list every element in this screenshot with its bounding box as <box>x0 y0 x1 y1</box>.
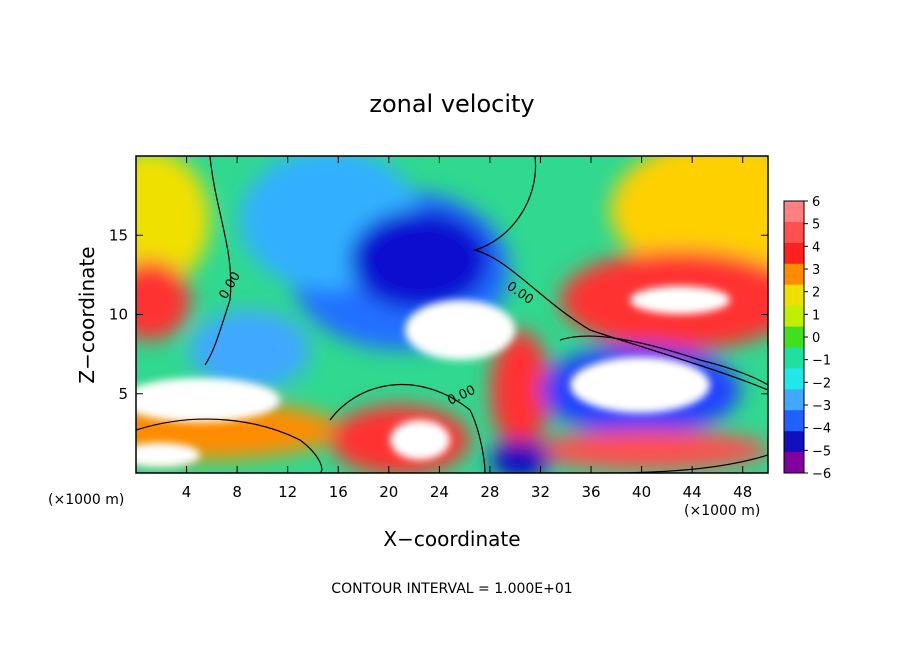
colorbar-swatch <box>784 410 804 432</box>
colorbar-label: −2 <box>812 376 831 391</box>
colorbar-swatch <box>784 305 804 328</box>
x-tick-label: 40 <box>632 483 651 501</box>
y-tick-label: 5 <box>118 385 128 403</box>
colorbar-swatch <box>784 242 804 265</box>
colorbar-swatch <box>784 431 804 453</box>
colorbar-swatch <box>784 347 804 369</box>
colorbar-label: −6 <box>812 467 831 482</box>
x-tick-label: 4 <box>182 483 192 501</box>
colorbar-swatch <box>784 263 804 286</box>
colorbar-label: −5 <box>812 444 831 459</box>
colorbar-label: 6 <box>812 195 820 210</box>
x-tick-label: 20 <box>379 483 398 501</box>
chart-title: zonal velocity <box>369 90 534 118</box>
colorbar-swatch <box>784 452 804 474</box>
colorbar-swatch <box>784 201 804 223</box>
x-tick-label: 28 <box>480 483 499 501</box>
colorbar-swatch <box>784 326 804 348</box>
x-tick-label: 16 <box>329 483 348 501</box>
colorbar-swatch <box>784 221 804 244</box>
colorbar-label: 4 <box>812 240 820 255</box>
colorbar-label: 5 <box>812 218 820 233</box>
x-tick-label: 36 <box>581 483 600 501</box>
y-axis: 5 10 15 <box>109 226 768 403</box>
plot-area: 0.00 0.00 0.00 <box>136 156 768 473</box>
x-tick-label: 12 <box>278 483 297 501</box>
x-tick-label: 24 <box>430 483 449 501</box>
colorbar-swatch <box>784 284 804 307</box>
colorbar-swatch <box>784 368 804 390</box>
y-tick-label: 15 <box>109 226 128 244</box>
colorbar-label: −3 <box>812 399 831 414</box>
colorbar-label: 0 <box>812 331 820 346</box>
contour-lines <box>136 156 768 473</box>
contour-interval-note: CONTOUR INTERVAL = 1.000E+01 <box>331 581 572 597</box>
colorbar-swatch <box>784 389 804 411</box>
colorbar-label: 3 <box>812 263 820 278</box>
colorbar: 6 5 4 3 2 1 0 −1 −2 −3 −4 −5 −6 <box>783 195 831 482</box>
x-axis: 4 8 12 16 20 24 28 32 36 40 44 48 <box>182 156 752 501</box>
colorbar-label: −1 <box>812 354 831 369</box>
x-tick-label: 32 <box>531 483 550 501</box>
y-tick-label: 10 <box>109 306 128 324</box>
colorbar-label: 1 <box>812 308 820 323</box>
x-tick-label: 44 <box>683 483 702 501</box>
x-tick-label: 8 <box>232 483 242 501</box>
colorbar-label: −4 <box>812 422 831 437</box>
x-tick-label: 48 <box>733 483 752 501</box>
x-axis-label: X−coordinate <box>383 527 520 551</box>
y-axis-label: Z−coordinate <box>75 246 99 383</box>
x-units-left: (×1000 m) <box>48 492 124 508</box>
colorbar-label: 2 <box>812 286 820 301</box>
x-units-right: (×1000 m) <box>684 503 760 519</box>
field-saturation <box>136 286 730 467</box>
